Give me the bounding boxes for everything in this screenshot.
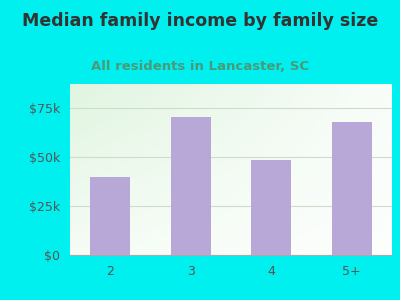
Bar [90,177,130,255]
Bar [332,122,372,255]
Bar [251,160,291,255]
Text: Median family income by family size: Median family income by family size [22,12,378,30]
Bar [171,117,211,255]
Text: All residents in Lancaster, SC: All residents in Lancaster, SC [91,60,309,73]
